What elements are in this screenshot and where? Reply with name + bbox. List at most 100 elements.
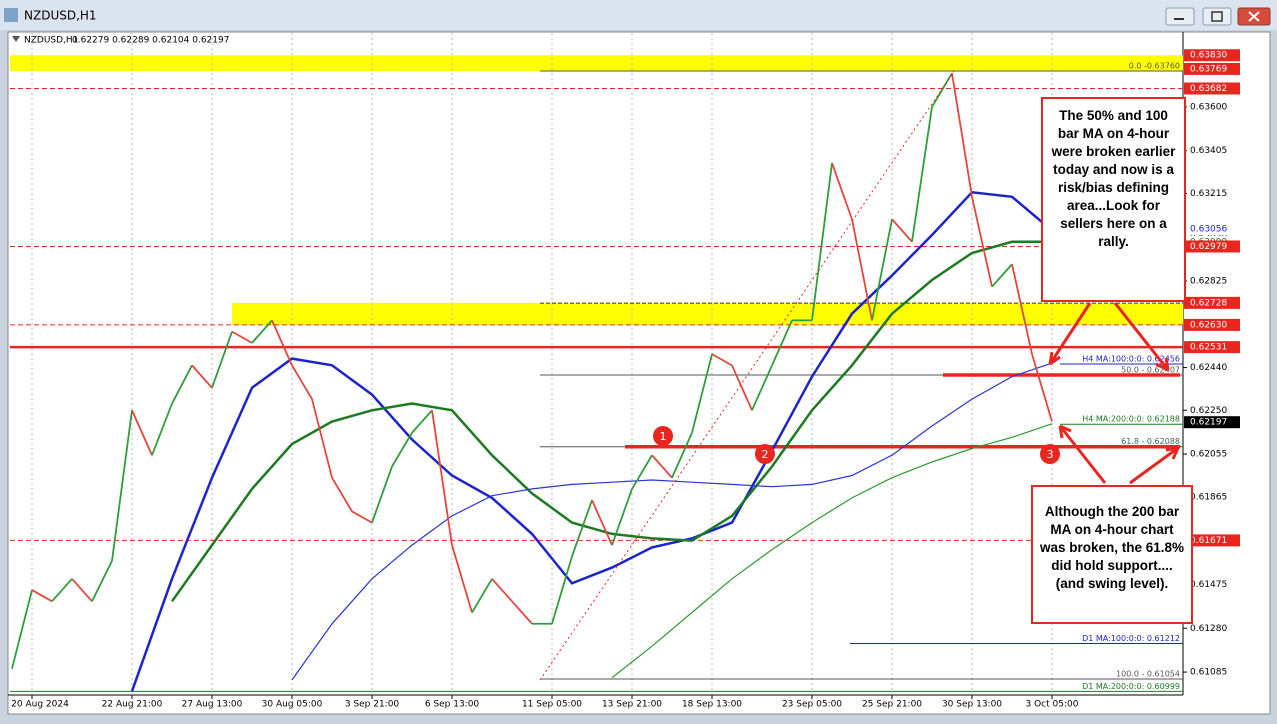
y-tick-label: 0.62055 [1190,450,1227,460]
price-label-box [1184,318,1240,331]
moving-average [291,362,1053,681]
annotation: The 50% and 100 bar MA on 4-hour were br… [1041,97,1186,302]
reference-label: 100.0 - 0.61054 [1116,670,1180,679]
x-tick-label: 27 Aug 13:00 [182,700,243,710]
x-tick-label: 20 Aug 2024 [11,700,69,710]
price-segment [891,218,913,243]
price-segment [171,364,193,404]
price-segment [871,219,893,321]
arrow [1058,424,1107,484]
price-segment [851,219,873,321]
price-segment [51,578,73,602]
price-segment [131,409,153,456]
x-tick-label: 30 Sep 13:00 [942,700,1002,710]
marker-label: 1 [660,430,667,443]
annotation: Although the 200 bar MA on 4-hour chart … [1031,485,1193,624]
price-segment [951,73,973,197]
window-icon [4,8,18,22]
reference-label: D1 MA:100:0:0: 0.61212 [1082,634,1180,643]
price-label-box [1184,296,1240,309]
price-segment [551,556,573,625]
y-tick-label: 0.63405 [1190,146,1227,156]
price-segment [331,477,353,512]
y-tick-label: 0.61085 [1190,668,1227,678]
x-tick-label: 23 Sep 05:00 [782,700,842,710]
moving-average [130,190,1053,692]
moving-average [611,423,1053,679]
marker [755,444,775,464]
price-segment [91,560,113,602]
price-segment [271,320,293,366]
price-segment [111,410,133,561]
x-tick-label: 30 Aug 05:00 [262,700,323,710]
x-tick-label: 22 Aug 21:00 [102,700,163,710]
price-segment [311,398,333,478]
price-segment [211,331,233,389]
price-segment [511,600,533,625]
price-segment [31,589,53,603]
minimize-icon [1174,18,1184,20]
price-label: 0.62531 [1190,343,1227,353]
price-segment [671,432,693,479]
price-segment [831,162,853,220]
x-tick-label: 18 Sep 13:00 [682,700,742,710]
price-segment [191,364,213,389]
price-label: 0.63830 [1190,51,1227,61]
reference-label: D1 MA:200:0:0: 0.60999 [1082,682,1180,691]
y-tick-label: 0.61865 [1190,492,1227,502]
price-segment [11,589,33,669]
price-segment [811,162,833,321]
price-segment [491,578,513,602]
price-label-box [1184,416,1240,429]
price-segment [991,263,1013,288]
x-tick-label: 25 Sep 21:00 [862,700,922,710]
price-label: 0.62728 [1190,298,1227,308]
price-label: 0.62630 [1190,320,1227,330]
y-tick-label: 0.63600 [1190,102,1227,112]
price-segment [611,488,633,546]
price-label: 0.62197 [1190,418,1227,428]
price-segment [391,432,413,467]
plot-layer: 20 Aug 2024 22 Aug 21:00 27 Aug 13:00 30 Au… [10,33,1240,710]
minimize-button[interactable] [1165,7,1195,26]
price-segment [651,454,673,479]
price-label-box [1184,341,1240,354]
price-segment [711,353,733,367]
price-segment [1011,264,1033,355]
ohlc: 0.62279 0.62289 0.62104 0.62197 [72,36,229,46]
reference-label: H4 MA:100:0:0: 0.62456 [1082,355,1180,364]
reference-label: 0.0 -0.63760 [1129,61,1180,70]
price-segment [231,330,253,344]
marker-label: 2 [762,448,769,461]
reference-label: H4 MA:200:0:0: 0.62188 [1082,415,1180,424]
price-segment [771,320,793,366]
price-segment [971,196,993,287]
maximize-icon [1211,11,1223,22]
arrow [1129,446,1180,485]
reference-label: 50.0 - 0.62407 [1121,366,1180,375]
y-tick-label: 0.61280 [1190,624,1227,634]
price-segment [151,403,173,456]
price-segment [571,499,593,557]
price-segment [411,409,433,434]
price-segment [71,578,93,602]
price-segment [631,454,653,490]
y-tick-label: 0.62250 [1190,406,1227,416]
price-segment [451,544,473,613]
price-label: 0.61671 [1190,536,1227,546]
y-tick-label: 0.62825 [1190,277,1227,287]
price-segment [691,353,713,433]
price-segment [431,410,453,546]
x-tick-label: 3 Sep 21:00 [345,700,400,710]
close-icon [1248,11,1260,22]
symbol-name: NZDUSD,H1 [24,36,78,46]
x-tick-label: 3 Oct 05:00 [1026,700,1079,710]
price-segment [591,499,613,546]
y-tick-label: 0.62440 [1190,363,1227,373]
price-label: 0.63769 [1190,64,1227,74]
zone-band [232,302,1183,325]
price-segment [371,466,393,523]
marker-label: 3 [1047,448,1054,461]
maximize-button[interactable] [1202,7,1232,26]
price-segment [471,578,493,613]
